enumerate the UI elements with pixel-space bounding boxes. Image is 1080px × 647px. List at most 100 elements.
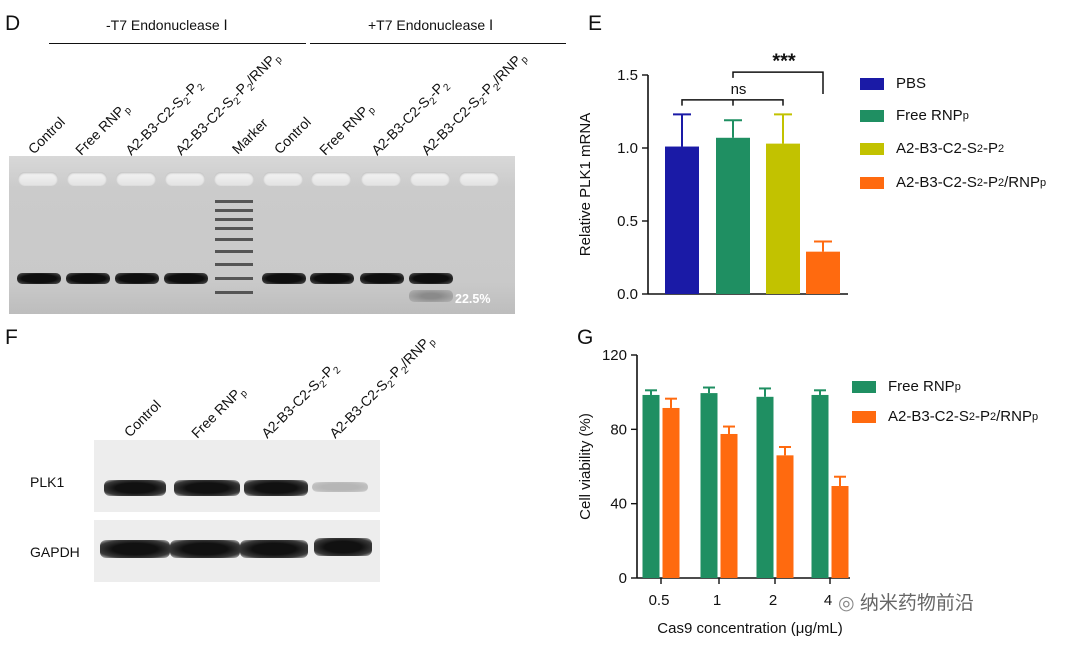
plk1-band: [312, 482, 368, 492]
gapdh-band: [100, 540, 170, 558]
bar: [806, 251, 840, 294]
bar: [700, 393, 718, 578]
x-tick-label: 1: [713, 592, 721, 609]
bar: [642, 394, 660, 578]
marker-band: [215, 291, 253, 294]
western-blot-plk1: [94, 440, 380, 512]
marker-band: [215, 227, 253, 230]
bar: [662, 407, 680, 578]
legend-e-nanoparticle: A2-B3-C2-S 2 -P 2: [860, 140, 1004, 157]
gel-well: [214, 172, 254, 186]
marker-band: [215, 200, 253, 203]
dna-band: [262, 273, 306, 284]
plk1-band: [174, 480, 240, 496]
dna-band: [409, 273, 453, 284]
lane-label-marker: Marker: [228, 114, 271, 157]
gapdh-band: [170, 540, 240, 558]
gel-well: [459, 172, 499, 186]
gel-well: [67, 172, 107, 186]
marker-band: [215, 250, 253, 253]
legend-e-free-rnp: Free RNP p: [860, 107, 969, 124]
y-axis-label: Relative PLK1 mRNA: [577, 113, 594, 256]
gapdh-band: [314, 538, 372, 556]
gel-well: [18, 172, 58, 186]
gel-well: [410, 172, 450, 186]
panel-letter-d: D: [5, 12, 21, 35]
legend-g-free-rnp: Free RNP p: [852, 378, 961, 395]
gel-well: [165, 172, 205, 186]
dna-band: [66, 273, 110, 284]
bar: [766, 143, 800, 294]
wb-lane-free-rnp: Free RNPp: [188, 385, 250, 442]
bar: [716, 137, 750, 294]
dna-band: [164, 273, 208, 284]
y-tick-label: 120: [602, 347, 627, 364]
lane-label-free-rnp: Free RNPp: [72, 102, 134, 159]
legend-swatch: [860, 142, 884, 155]
significance-bracket-stars: [732, 71, 824, 94]
y-tick-label: 40: [610, 496, 627, 513]
chart-e-relative-plk1-mrna: 0.0 0.5 1.0 1.5 Relative PLK1 mRNA ns ***: [577, 51, 848, 303]
x-tick-label: 2: [769, 592, 777, 609]
bar: [776, 455, 794, 578]
header-plus-t7: +T7 Endonuclease Ⅰ: [368, 17, 494, 33]
panel-letter-e: E: [588, 12, 603, 35]
dna-band: [310, 273, 354, 284]
plk1-band: [244, 480, 308, 496]
legend-swatch: [860, 77, 884, 90]
marker-band: [215, 209, 253, 212]
bar: [756, 396, 774, 578]
wb-row-label-gapdh: GAPDH: [30, 544, 80, 560]
cleavage-percent: 22.5%: [455, 292, 491, 306]
wb-row-label-plk1: PLK1: [30, 474, 65, 490]
bar: [831, 486, 849, 578]
y-tick-label: 0.5: [617, 213, 638, 230]
watermark: ◎ 纳米药物前沿: [838, 593, 974, 614]
marker-band: [215, 218, 253, 221]
y-tick-label: 1.0: [617, 140, 638, 157]
agarose-gel-image: 22.5%: [9, 156, 515, 314]
legend-swatch: [852, 410, 876, 423]
bar: [665, 146, 699, 294]
legend-swatch: [860, 176, 884, 189]
header-line-minus: [49, 43, 306, 44]
y-tick-label: 1.5: [617, 67, 638, 84]
y-tick-label: 0.0: [617, 286, 638, 303]
annotation-ns: ns: [731, 81, 747, 98]
wechat-icon: ◎: [838, 593, 855, 614]
panel-letter-f: F: [5, 326, 18, 349]
dna-band: [360, 273, 404, 284]
marker-band: [215, 277, 253, 280]
header-line-plus: [310, 43, 566, 44]
gel-well: [116, 172, 156, 186]
header-minus-t7: -T7 Endonuclease Ⅰ: [106, 17, 228, 33]
dna-band: [17, 273, 61, 284]
annotation-stars: ***: [772, 51, 796, 73]
lane-label-control: Control: [24, 113, 68, 157]
legend-e-nanoparticle-rnp: A2-B3-C2-S 2 -P 2/RNP p: [860, 174, 1046, 191]
wb-lane-control: Control: [120, 396, 164, 440]
legend-swatch: [852, 380, 876, 393]
bar: [811, 394, 829, 578]
marker-band: [215, 263, 253, 266]
dna-band: [115, 273, 159, 284]
bar: [720, 433, 738, 578]
legend-swatch: [860, 109, 884, 122]
gapdh-band: [240, 540, 308, 558]
marker-band: [215, 238, 253, 241]
x-tick-label: 4: [824, 592, 832, 609]
x-tick-label: 0.5: [649, 592, 670, 609]
x-axis-label: Cas9 concentration (μg/mL): [657, 620, 842, 637]
cleaved-band: [409, 290, 453, 302]
legend-e-pbs: PBS: [860, 75, 926, 92]
panel-letter-g: G: [577, 326, 594, 349]
lane-label-control-2: Control: [270, 113, 314, 157]
y-tick-label: 0: [619, 570, 627, 587]
y-tick-label: 80: [610, 421, 627, 438]
chart-g-cell-viability: 0 40 80 120 Cell viability (%) 0.5 1 2 4 Cas9 con…: [577, 347, 850, 637]
gel-well: [263, 172, 303, 186]
western-blot-gapdh: [94, 520, 380, 582]
wb-lane-nanoparticle-rnp: A2-B3-C2-S2-P2/RNPp: [326, 335, 439, 442]
y-axis-label: Cell viability (%): [577, 413, 594, 520]
gel-well: [361, 172, 401, 186]
